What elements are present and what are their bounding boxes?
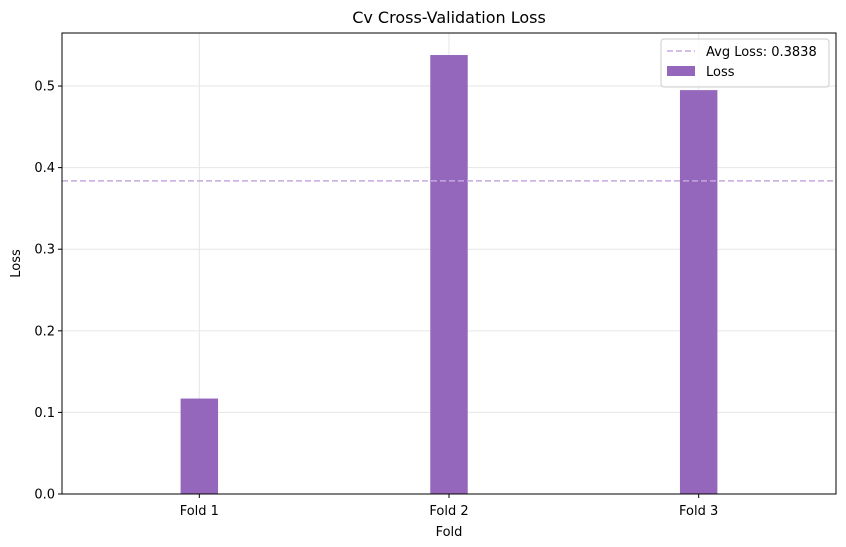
legend: Avg Loss: 0.3838 Loss [660, 38, 830, 88]
legend-loss-label: Loss [706, 65, 735, 80]
chart-title: Cv Cross-Validation Loss [352, 8, 546, 27]
bar-loss [679, 90, 718, 494]
y-tick-label: 0.3 [34, 243, 55, 258]
legend-loss-swatch [667, 66, 695, 76]
y-tick-label: 0.1 [34, 406, 55, 421]
y-axis-title: Loss [9, 249, 24, 278]
legend-avg-loss-label: Avg Loss: 0.3838 [706, 45, 817, 60]
y-tick-label: 0.5 [34, 80, 55, 95]
y-tick-label: 0.2 [34, 324, 55, 339]
ticks-layer: 0.0 0.1 0.2 0.3 0.4 0.5 Fold 1 Fold 2 Fold 3 [34, 80, 718, 519]
bar-loss [180, 398, 219, 494]
x-axis-title: Fold [436, 525, 463, 540]
x-tick-label: Fold 3 [679, 504, 718, 519]
x-tick-label: Fold 2 [429, 504, 468, 519]
y-tick-label: 0.0 [34, 488, 55, 503]
bars-layer [180, 55, 718, 494]
bar-loss [430, 55, 468, 494]
x-tick-label: Fold 1 [180, 504, 219, 519]
legend-box [660, 38, 830, 88]
y-tick-label: 0.4 [34, 161, 55, 176]
